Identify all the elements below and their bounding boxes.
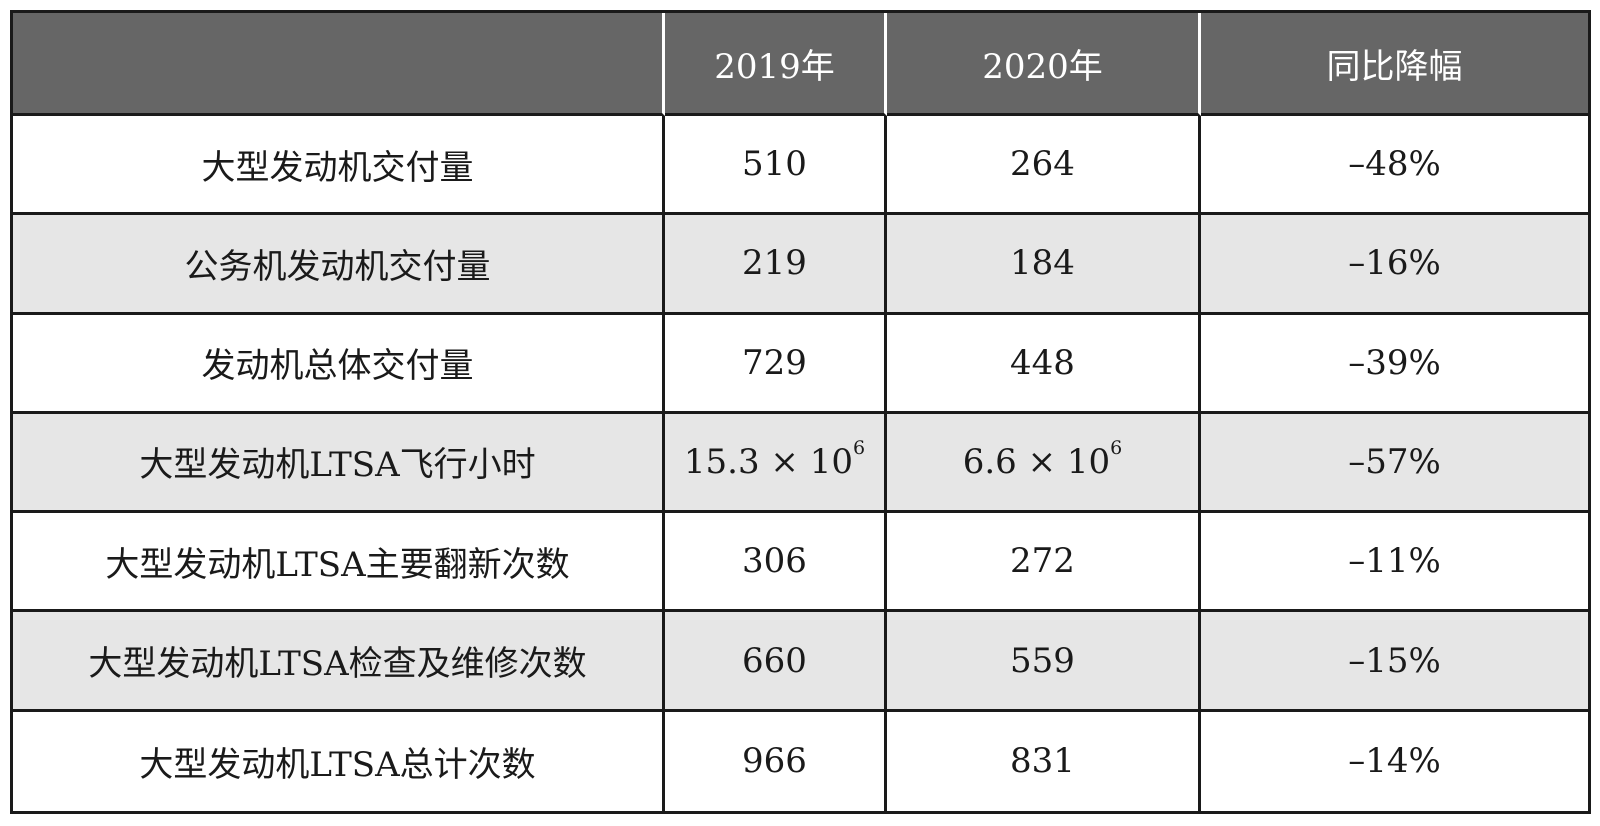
value-2020: 448 <box>887 314 1201 414</box>
header-cell-2020: 2020年 <box>887 13 1201 116</box>
header-cell-empty <box>13 13 665 116</box>
data-table: 2019年 2020年 同比降幅 大型发动机交付量 510 264 –48% 公… <box>10 10 1591 814</box>
row-label: 大型发动机LTSA检查及维修次数 <box>13 612 665 712</box>
value-change: –16% <box>1201 215 1588 315</box>
header-cell-yoy-decline: 同比降幅 <box>1201 13 1588 116</box>
row-label: 大型发动机LTSA飞行小时 <box>13 413 665 514</box>
value-2019: 729 <box>665 314 887 414</box>
value-change: –11% <box>1201 513 1588 613</box>
value-2019: 510 <box>665 116 887 216</box>
row-label: 大型发动机LTSA主要翻新次数 <box>13 513 665 613</box>
value-change: –15% <box>1201 612 1588 712</box>
value-2019: 966 <box>665 711 887 811</box>
value-2019: 219 <box>665 215 887 315</box>
row-label: 公务机发动机交付量 <box>13 215 665 315</box>
value-change: –14% <box>1348 741 1441 782</box>
value-2020: 559 <box>887 612 1201 712</box>
row-label: 大型发动机交付量 <box>13 116 665 216</box>
value-2020: 831 <box>887 711 1201 811</box>
row-label: 发动机总体交付量 <box>13 314 665 414</box>
value-change: –57% <box>1201 413 1588 514</box>
value-2020: 272 <box>887 513 1201 613</box>
value-2019-exponent: 6 <box>852 436 866 459</box>
row-label: 大型发动机LTSA总计次数 <box>13 711 665 811</box>
value-2019-mantissa: 15.3 × 10 <box>683 441 853 482</box>
value-change: –39% <box>1201 315 1588 414</box>
value-2019: 306 <box>665 513 887 613</box>
value-2019: 660 <box>665 612 887 712</box>
value-2020-mantissa: 6.6 × 10 <box>962 441 1111 482</box>
value-change: –48% <box>1201 116 1588 216</box>
value-2020: 184 <box>887 215 1201 315</box>
value-2019: 15.3 × 10 6 <box>665 413 887 514</box>
value-2020-exponent: 6 <box>1110 436 1123 459</box>
value-2020: 264 <box>887 116 1201 216</box>
header-cell-2019: 2019年 <box>665 13 887 116</box>
value-2020: 6.6 × 10 6 <box>887 413 1201 514</box>
